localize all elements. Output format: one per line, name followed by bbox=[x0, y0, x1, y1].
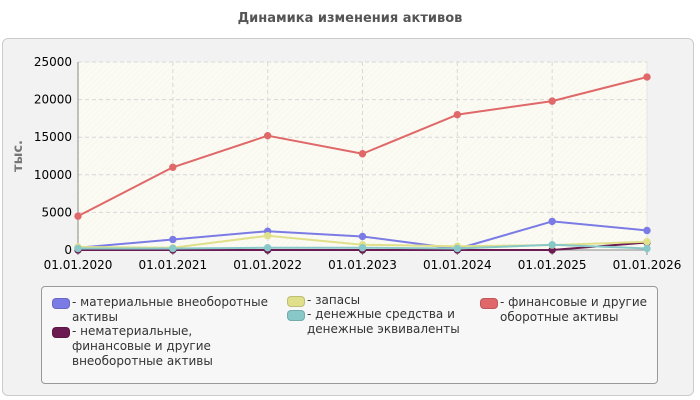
y-tick-label: 15000 bbox=[34, 130, 72, 144]
legend-item: - финансовые и другие оборотные активы bbox=[480, 295, 655, 325]
y-tick-label: 0 bbox=[64, 243, 72, 257]
legend-swatch bbox=[287, 296, 305, 307]
y-tick-label: 25000 bbox=[34, 55, 72, 69]
data-point bbox=[358, 244, 367, 252]
data-point bbox=[548, 241, 556, 249]
legend-label: - денежные средства и денежные эквивален… bbox=[307, 307, 460, 336]
data-point bbox=[74, 244, 82, 253]
x-tick-label: 01.01.2026 bbox=[613, 258, 682, 272]
data-point bbox=[169, 235, 177, 244]
data-point bbox=[548, 97, 556, 105]
data-point bbox=[169, 244, 177, 253]
y-tick-label: 10000 bbox=[34, 168, 72, 182]
x-tick-label: 01.01.2024 bbox=[423, 258, 492, 272]
y-axis-label: тыс. bbox=[11, 140, 26, 172]
x-tick-label: 01.01.2022 bbox=[233, 258, 302, 272]
legend-swatch bbox=[480, 298, 498, 309]
data-point bbox=[263, 232, 272, 240]
legend-swatch bbox=[52, 327, 70, 338]
data-point bbox=[643, 244, 651, 253]
legend-label: - нематериальные, финансовые и другие вн… bbox=[72, 324, 213, 368]
data-point bbox=[358, 232, 367, 241]
y-tick-label: 20000 bbox=[34, 93, 72, 107]
data-point bbox=[453, 110, 462, 119]
data-point bbox=[453, 244, 462, 253]
data-point bbox=[358, 150, 367, 158]
data-point bbox=[548, 217, 556, 226]
x-tick-label: 01.01.2023 bbox=[328, 258, 397, 272]
y-tick-label: 5000 bbox=[41, 205, 72, 219]
data-point bbox=[643, 238, 651, 246]
x-tick-label: 01.01.2020 bbox=[44, 258, 113, 272]
legend-swatch bbox=[287, 310, 305, 321]
data-point bbox=[263, 244, 272, 252]
x-tick-label: 01.01.2025 bbox=[518, 258, 587, 272]
legend-item: - запасы bbox=[287, 293, 467, 308]
chart-title: Динамика изменения активов bbox=[237, 11, 463, 26]
data-point bbox=[643, 73, 651, 81]
legend-label: - материальные внеоборотные активы bbox=[72, 295, 268, 324]
chart-legend: - материальные внеоборотные активы - нема… bbox=[41, 286, 658, 384]
data-point bbox=[74, 212, 82, 220]
x-tick-label: 01.01.2021 bbox=[138, 258, 207, 272]
legend-label: - финансовые и другие оборотные активы bbox=[500, 295, 648, 324]
data-point bbox=[643, 226, 651, 235]
legend-item: - нематериальные, финансовые и другие вн… bbox=[52, 324, 272, 369]
legend-label: - запасы bbox=[307, 293, 361, 307]
data-point bbox=[169, 163, 177, 171]
legend-item: - денежные средства и денежные эквивален… bbox=[287, 307, 477, 337]
legend-swatch bbox=[52, 298, 70, 309]
data-point bbox=[263, 131, 272, 140]
legend-item: - материальные внеоборотные активы bbox=[52, 295, 272, 325]
